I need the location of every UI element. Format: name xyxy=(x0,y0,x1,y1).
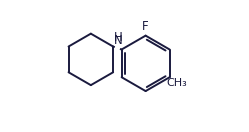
Text: N: N xyxy=(114,34,123,47)
Text: F: F xyxy=(142,20,149,33)
Text: H: H xyxy=(114,31,123,44)
Text: CH₃: CH₃ xyxy=(166,77,187,88)
